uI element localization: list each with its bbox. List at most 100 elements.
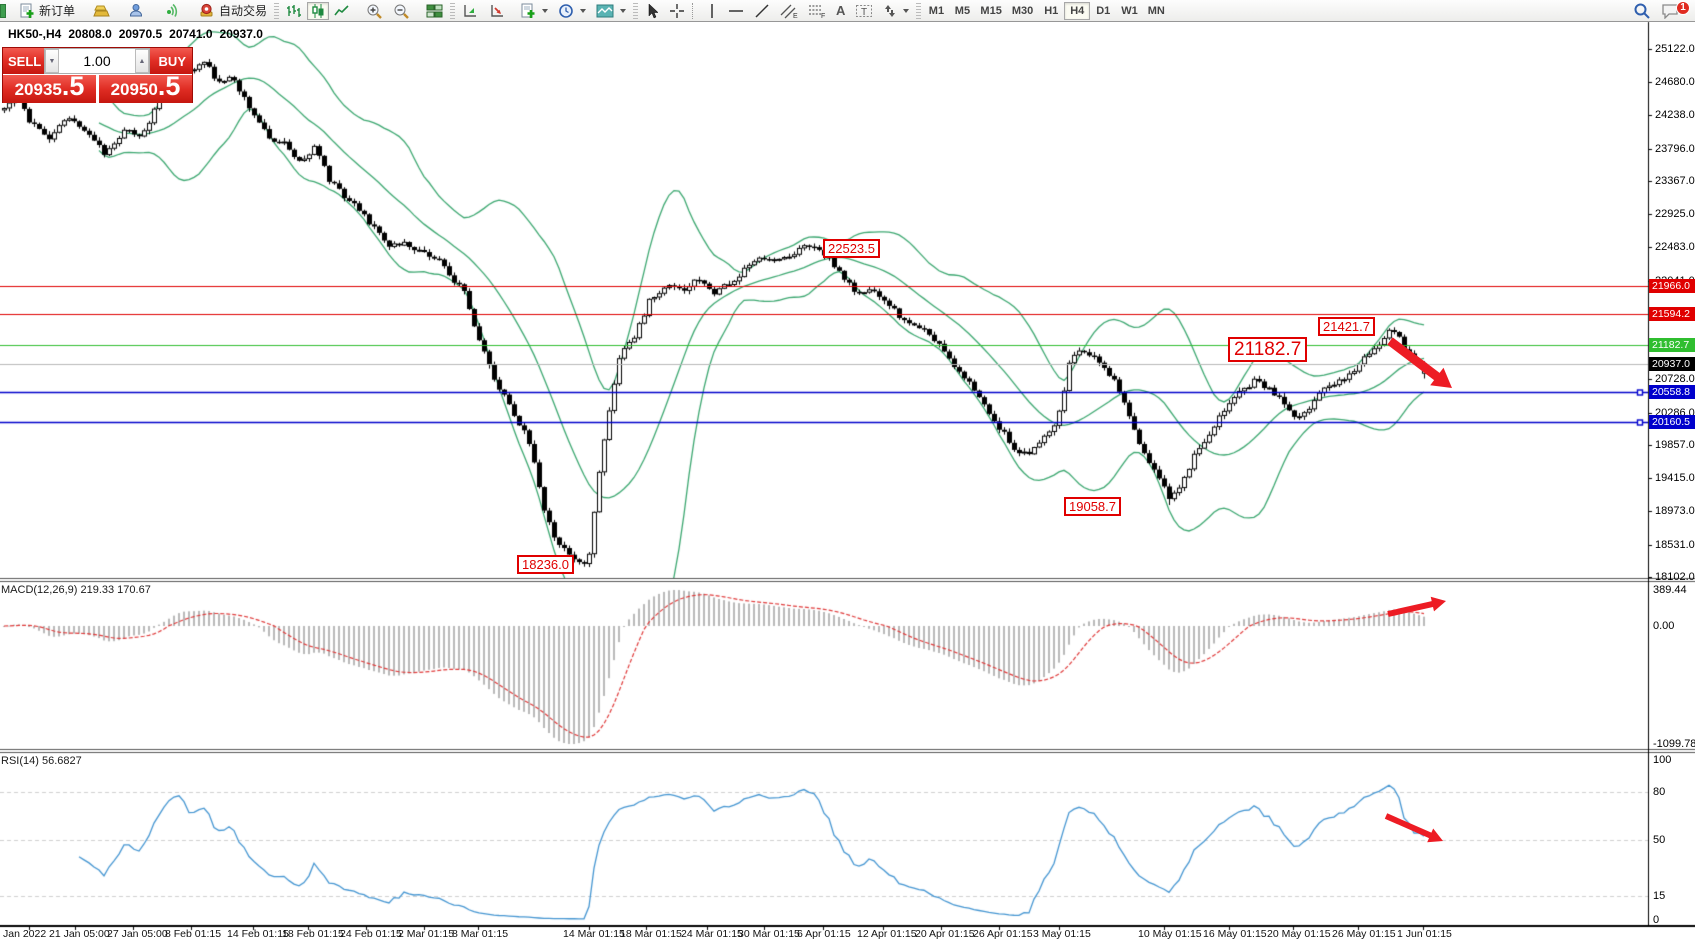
- add-indicator-button[interactable]: [515, 1, 553, 21]
- vertical-line-icon: [711, 3, 713, 18]
- gold-icon: [93, 5, 110, 17]
- quote-high: 20970.5: [118, 27, 163, 41]
- volume-control: ▼ ▲: [44, 48, 150, 74]
- macd-values: 219.33 170.67: [80, 584, 151, 596]
- chevron-down-icon: [580, 8, 587, 13]
- candlestick-icon: [312, 3, 324, 18]
- timeframe-mn[interactable]: MN: [1147, 4, 1165, 17]
- text-tool-icon: A: [836, 3, 846, 18]
- zoom-in-button[interactable]: [361, 1, 388, 21]
- text-tool-button[interactable]: A: [831, 1, 850, 21]
- buy-price[interactable]: 20950 .5: [99, 71, 192, 103]
- chevron-down-icon: [903, 8, 910, 13]
- tile-windows-button[interactable]: [421, 1, 448, 21]
- signals-button[interactable]: [158, 1, 185, 21]
- vertical-line-tool-button[interactable]: [701, 1, 723, 21]
- buy-price-dec: .5: [157, 71, 181, 101]
- cursor-tool-button[interactable]: [640, 1, 664, 21]
- quote-low: 20741.0: [169, 27, 213, 41]
- equidistant-channel-icon: E: [780, 4, 798, 19]
- timeframe-m30[interactable]: M30: [1011, 4, 1034, 17]
- search-button[interactable]: [1628, 1, 1656, 21]
- trendline-icon: [755, 3, 769, 18]
- new-order-button[interactable]: 新订单: [14, 1, 80, 21]
- market-watch-button[interactable]: [88, 1, 115, 21]
- indicator-long-button[interactable]: [457, 1, 484, 21]
- notifications-button[interactable]: 1: [1656, 0, 1690, 21]
- volume-input[interactable]: [59, 49, 135, 73]
- quote-close: 20937.0: [219, 27, 263, 41]
- buy-price-int: 20950: [110, 80, 158, 99]
- signal-icon: [167, 3, 178, 17]
- clock-icon: [559, 3, 573, 18]
- zoom-out-button[interactable]: [388, 1, 415, 21]
- line-chart-icon: [334, 4, 349, 15]
- indicator-short-button[interactable]: [484, 1, 511, 21]
- line-chart-mode-button[interactable]: [329, 1, 355, 21]
- macd-label: MACD(12,26,9) 219.33 170.67: [1, 584, 151, 596]
- zoom-in-icon: [367, 4, 382, 19]
- trendline-tool-button[interactable]: [749, 1, 775, 21]
- timeframe-m1[interactable]: M1: [928, 4, 945, 17]
- add-indicator-icon: [521, 3, 535, 18]
- chevron-down-icon: [542, 8, 549, 13]
- window-icon: [0, 3, 6, 18]
- quote-bar: HK50-,H4 20808.0 20970.5 20741.0 20937.0: [8, 27, 270, 41]
- chevron-down-icon: [620, 8, 627, 13]
- volume-decrease-button[interactable]: ▼: [45, 49, 59, 73]
- horizontal-line-icon: [729, 9, 744, 12]
- auto-trading-label: 自动交易: [219, 4, 268, 18]
- timeframe-h1[interactable]: H1: [1044, 4, 1059, 17]
- axis-up-arrow-icon: [464, 4, 477, 17]
- timeframe-h4[interactable]: H4: [1064, 1, 1091, 20]
- main-toolbar: 新订单 自动交易: [0, 0, 1695, 22]
- crosshair-tool-button[interactable]: [664, 1, 690, 21]
- notification-badge: 1: [1676, 0, 1690, 15]
- timeframe-d1[interactable]: D1: [1096, 4, 1111, 17]
- candlestick-mode-button[interactable]: [307, 1, 330, 20]
- timeframe-m15[interactable]: M15: [980, 4, 1002, 17]
- new-order-label: 新订单: [39, 4, 76, 18]
- cursor-icon: [648, 2, 659, 18]
- timeframe-m5[interactable]: M5: [954, 4, 971, 17]
- arrows-shape-icon: [885, 4, 896, 17]
- community-button[interactable]: [123, 1, 150, 21]
- sell-button[interactable]: SELL: [3, 48, 44, 74]
- sell-price-int: 20935: [14, 80, 62, 99]
- rsi-label: RSI(14) 56.6827: [1, 755, 82, 767]
- sell-price[interactable]: 20935 .5: [3, 71, 96, 103]
- text-label-icon: T: [856, 4, 873, 18]
- volume-increase-button[interactable]: ▲: [135, 49, 149, 73]
- tile-windows-icon: [426, 4, 443, 17]
- bar-chart-mode-button[interactable]: [281, 1, 307, 21]
- shapes-tool-button[interactable]: [878, 1, 914, 21]
- channel-tool-button[interactable]: E: [775, 1, 803, 21]
- auto-trading-button[interactable]: 自动交易: [193, 1, 272, 21]
- new-order-icon: [20, 3, 34, 18]
- svg-text:E: E: [793, 13, 798, 19]
- symbol-period: HK50-,H4: [8, 27, 62, 41]
- template-button[interactable]: [591, 1, 631, 21]
- buy-label: BUY: [158, 53, 186, 69]
- timeframe-w1[interactable]: W1: [1121, 4, 1138, 17]
- fibonacci-icon: F: [809, 4, 825, 19]
- one-click-trading-panel: SELL ▼ ▲ BUY 20935 .5 20950 .5: [2, 47, 193, 103]
- svg-text:T: T: [861, 7, 867, 18]
- text-label-tool-button[interactable]: T: [850, 1, 878, 21]
- bar-chart-icon: [287, 4, 302, 17]
- community-icon: [130, 4, 143, 17]
- search-icon: [1634, 3, 1650, 19]
- sell-label: SELL: [8, 53, 42, 69]
- auto-trading-icon: [200, 3, 213, 17]
- quote-open: 20808.0: [68, 27, 112, 41]
- zoom-out-icon: [394, 4, 409, 19]
- period-button[interactable]: [553, 1, 591, 21]
- horizontal-line-tool-button[interactable]: [723, 1, 749, 21]
- svg-text:F: F: [821, 13, 825, 19]
- crosshair-icon: [670, 3, 685, 18]
- sell-price-dec: .5: [61, 71, 85, 101]
- fibonacci-tool-button[interactable]: F: [803, 1, 831, 21]
- buy-button[interactable]: BUY: [150, 48, 192, 74]
